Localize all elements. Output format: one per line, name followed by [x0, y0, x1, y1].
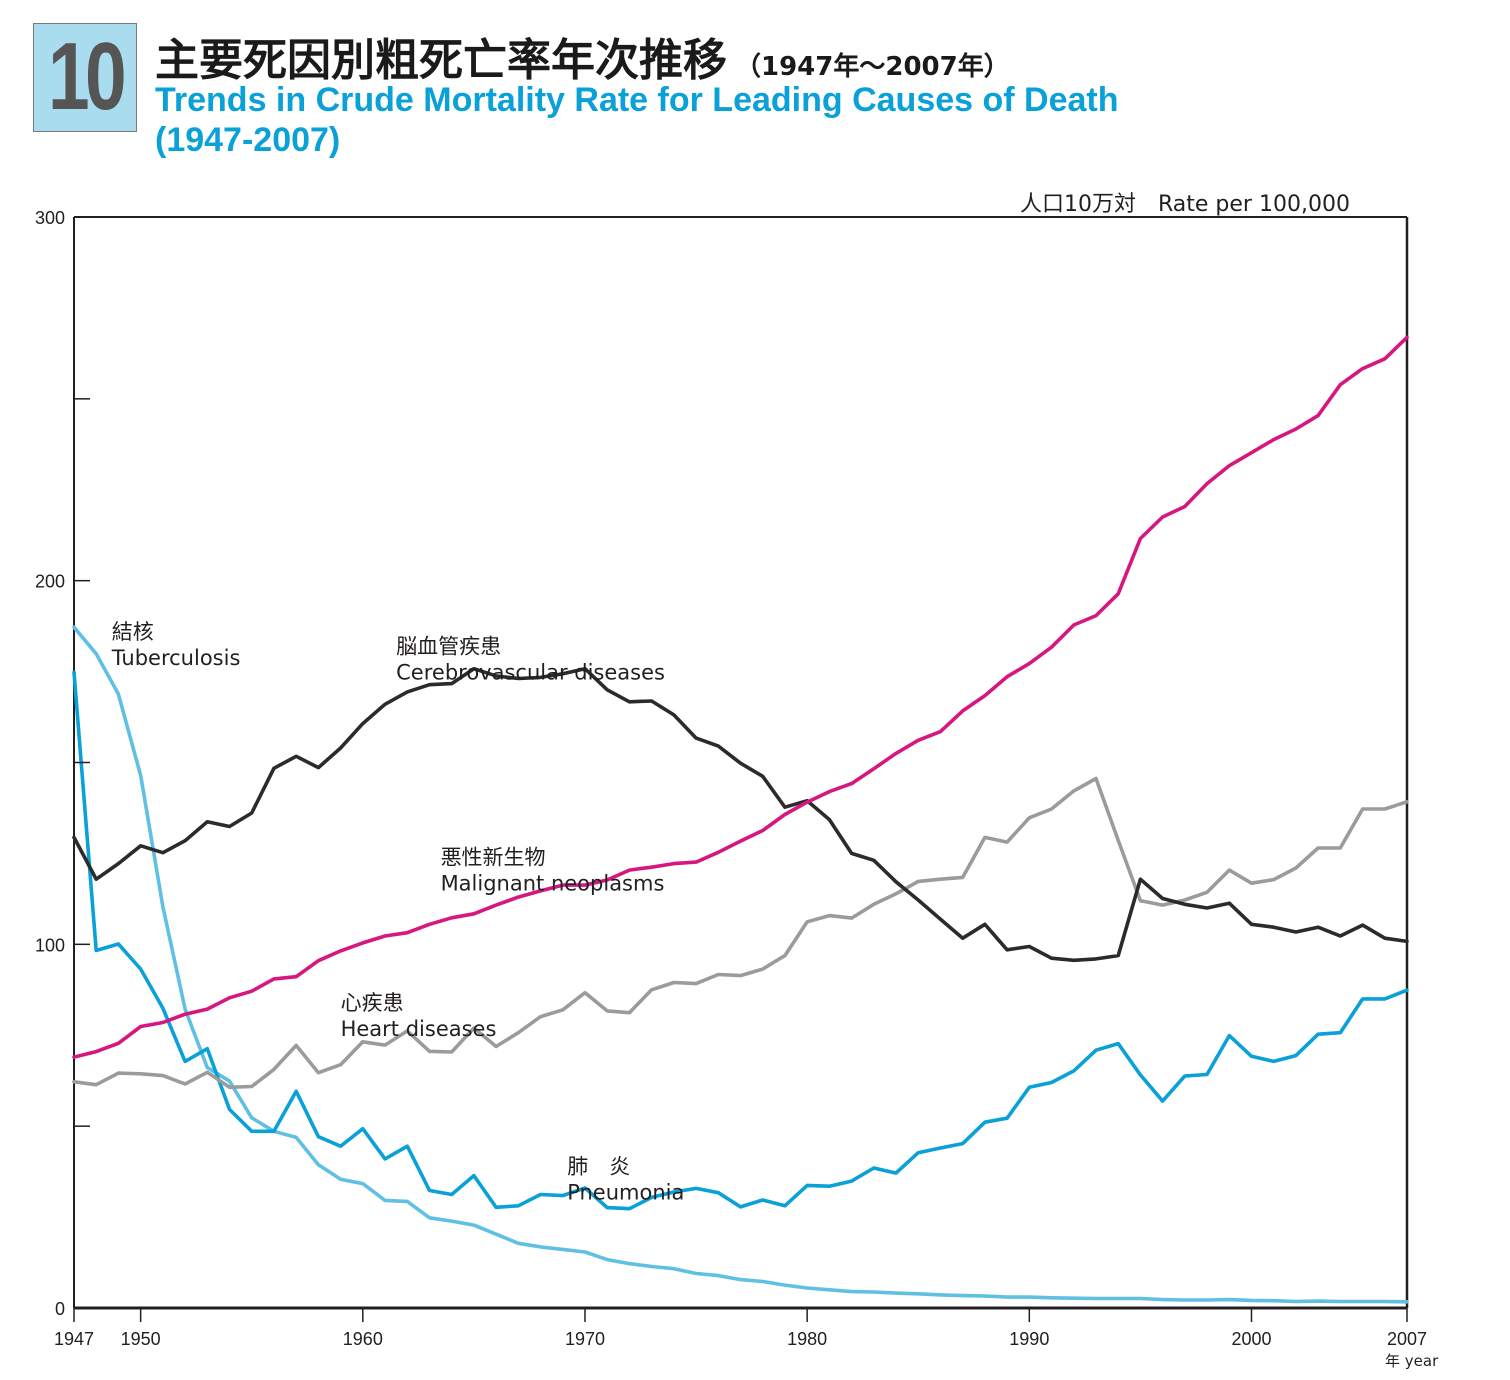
- series-line-cerebrovascular-diseases: [72, 666, 1409, 963]
- series-line-malignant-neoplasms: [72, 335, 1409, 1059]
- x-tick-label: 1980: [787, 1329, 827, 1349]
- title-english-line1: Trends in Crude Mortality Rate for Leadi…: [155, 81, 1119, 119]
- x-tick-label: 1950: [121, 1329, 161, 1349]
- series-label-jp-heart-diseases: 心疾患: [341, 991, 404, 1015]
- series-line-tuberculosis: [72, 625, 1409, 1304]
- series-label-en-tuberculosis: Tuberculosis: [111, 646, 241, 670]
- unit-label: 人口10万対 Rate per 100,000: [1020, 192, 1350, 217]
- series-line-pneumonia: [72, 670, 1409, 1211]
- title-japanese-range: （1947年〜2007年）: [735, 52, 1010, 82]
- x-tick-label: 1960: [343, 1329, 383, 1349]
- x-tick-label: 2000: [1231, 1329, 1271, 1349]
- y-tick-label: 200: [35, 572, 65, 592]
- y-tick-label: 0: [55, 1299, 65, 1319]
- x-tick-label: 1947: [54, 1329, 94, 1349]
- x-axis-unit-label: 年 year: [1385, 1352, 1439, 1370]
- series-label-en-pneumonia: Pneumonia: [567, 1180, 684, 1204]
- title-japanese-text: 主要死因別粗死亡率年次推移: [155, 35, 727, 86]
- series-label-jp-pneumonia: 肺 炎: [567, 1154, 630, 1178]
- x-tick-label: 2007: [1387, 1329, 1427, 1349]
- title-english-line2: (1947-2007): [155, 121, 341, 159]
- series-label-jp-tuberculosis: 結核: [112, 620, 154, 644]
- figure-number: 10: [48, 23, 127, 130]
- title-english: Trends in Crude Mortality Rate for Leadi…: [155, 80, 1119, 160]
- x-tick-label: 1990: [1009, 1329, 1049, 1349]
- series-label-en-malignant-neoplasms: Malignant neoplasms: [441, 871, 665, 895]
- series-label-jp-cerebrovascular-diseases: 脳血管疾患: [396, 634, 501, 658]
- series-line-heart-diseases: [72, 776, 1409, 1090]
- series-label-jp-malignant-neoplasms: 悪性新生物: [441, 845, 546, 869]
- y-tick-label: 300: [35, 208, 65, 228]
- y-tick-label: 100: [35, 935, 65, 955]
- series-label-en-cerebrovascular-diseases: Cerebrovascular diseases: [396, 660, 665, 684]
- figure-number-badge: 10: [33, 23, 137, 132]
- x-tick-label: 1970: [565, 1329, 605, 1349]
- series-label-en-heart-diseases: Heart diseases: [341, 1017, 497, 1041]
- title-japanese: 主要死因別粗死亡率年次推移 （1947年〜2007年）: [155, 24, 1010, 88]
